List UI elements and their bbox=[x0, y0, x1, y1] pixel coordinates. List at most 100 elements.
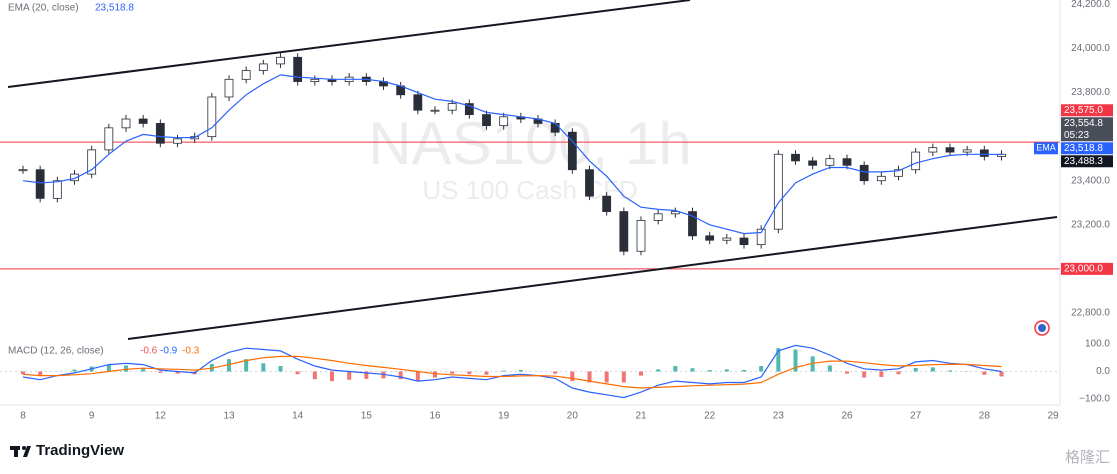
macd-histogram-bar bbox=[896, 371, 901, 375]
x-tick-label: 13 bbox=[223, 411, 235, 422]
ema-line bbox=[22, 74, 1002, 235]
macd-histogram-bar bbox=[930, 367, 935, 372]
macd-histogram-bar bbox=[261, 363, 266, 372]
price-tag bbox=[1061, 104, 1113, 117]
x-tick-label: 20 bbox=[567, 411, 579, 422]
candle bbox=[825, 158, 835, 166]
macd-histogram-bar bbox=[244, 359, 249, 372]
macd-histogram-bar bbox=[827, 365, 832, 372]
signal-line bbox=[22, 355, 1002, 389]
x-tick-label: 21 bbox=[635, 411, 647, 422]
x-tick-label: 14 bbox=[292, 411, 304, 422]
x-tick-label: 15 bbox=[361, 411, 373, 422]
candle bbox=[962, 149, 972, 153]
candle bbox=[87, 149, 97, 175]
macd-label: MACD (12, 26, close) bbox=[8, 346, 104, 357]
macd-histogram-bar bbox=[621, 371, 626, 383]
macd-histogram-bar bbox=[570, 371, 575, 382]
x-tick-label: 9 bbox=[89, 411, 95, 422]
y-tick-label: 23,400.0 bbox=[1071, 175, 1110, 186]
candle bbox=[928, 147, 938, 153]
brand: TradingView bbox=[36, 442, 124, 459]
macd-histogram-bar bbox=[364, 371, 369, 379]
trend-line bbox=[7, 0, 691, 88]
macd-histogram-bar bbox=[690, 368, 695, 372]
candle bbox=[121, 118, 131, 129]
price-tag-label: 23,575.0 bbox=[1064, 105, 1103, 116]
macd-histogram-bar bbox=[879, 371, 884, 377]
macd-histogram-bar bbox=[553, 371, 558, 374]
x-tick-label: 19 bbox=[498, 411, 510, 422]
candle bbox=[104, 127, 114, 151]
macd-histogram-bar bbox=[793, 349, 798, 372]
candle bbox=[207, 96, 217, 138]
candle bbox=[276, 56, 285, 65]
macd-histogram-bar bbox=[227, 359, 231, 372]
logo bbox=[10, 446, 31, 457]
price-tag-badge-label: EMA bbox=[1036, 143, 1056, 153]
candle bbox=[653, 213, 663, 221]
candle bbox=[310, 78, 320, 82]
candle bbox=[859, 164, 869, 182]
candle bbox=[945, 147, 955, 153]
indicator-value: 23,518.8 bbox=[95, 3, 134, 14]
macd-histogram-bar bbox=[312, 371, 317, 380]
macd-histogram-bar bbox=[158, 371, 163, 373]
candle bbox=[756, 228, 766, 246]
candle bbox=[876, 175, 886, 182]
x-tick-label: 22 bbox=[704, 411, 716, 422]
macd-histogram-bar bbox=[982, 371, 987, 375]
macd-histogram-bar bbox=[381, 371, 386, 379]
macd-histogram-bar bbox=[398, 371, 403, 380]
candle bbox=[670, 211, 680, 215]
candle bbox=[482, 114, 491, 127]
macd-legend-value: -0.9 bbox=[160, 346, 178, 357]
macd-tick-label: 0.0 bbox=[1096, 366, 1110, 377]
macd-histogram-bar bbox=[707, 370, 712, 372]
macd-histogram-bar bbox=[347, 371, 352, 380]
price-tag-label: 23,000.0 bbox=[1064, 264, 1103, 275]
macd-histogram-bar bbox=[759, 366, 764, 372]
candle bbox=[138, 118, 148, 124]
macd-line bbox=[22, 344, 1002, 399]
y-tick-label: 24,000.0 bbox=[1071, 43, 1110, 54]
macd-histogram-bar bbox=[518, 369, 523, 372]
y-tick-label: 22,800.0 bbox=[1071, 308, 1110, 319]
macd-histogram-bar bbox=[587, 371, 592, 383]
candle bbox=[722, 237, 732, 241]
macd-histogram-bar bbox=[72, 369, 77, 372]
x-tick-label: 28 bbox=[979, 411, 991, 422]
candle bbox=[258, 63, 268, 71]
y-tick-label: 24,200.0 bbox=[1071, 0, 1110, 10]
candle bbox=[808, 160, 818, 166]
macd-histogram-bar bbox=[141, 367, 146, 372]
candle bbox=[688, 211, 697, 237]
x-tick-label: 27 bbox=[910, 411, 922, 422]
candle bbox=[550, 123, 560, 133]
macd-histogram-bar bbox=[467, 371, 472, 375]
macd-histogram-bar bbox=[604, 371, 609, 383]
candle bbox=[447, 103, 457, 111]
x-tick-label: 23 bbox=[773, 411, 785, 422]
macd-legend-value: -0.3 bbox=[182, 346, 200, 357]
candle bbox=[224, 78, 234, 98]
macd-histogram-bar bbox=[21, 371, 25, 375]
y-tick-label: 23,800.0 bbox=[1071, 87, 1110, 98]
macd-histogram-bar bbox=[999, 371, 1004, 377]
macd-histogram-bar bbox=[913, 367, 918, 372]
watermark-subtitle: US 100 Cash CFD bbox=[422, 175, 637, 205]
x-tick-label: 26 bbox=[841, 411, 853, 422]
x-tick-label: 16 bbox=[429, 411, 441, 422]
macd-histogram-bar bbox=[106, 364, 111, 372]
candle bbox=[636, 219, 646, 252]
price-tag-label: 23,488.3 bbox=[1064, 156, 1103, 167]
price-tag-sublabel: 05:23 bbox=[1064, 130, 1089, 141]
candle bbox=[464, 103, 474, 116]
macd-histogram-bar bbox=[845, 371, 849, 374]
candle bbox=[499, 116, 509, 127]
macd-histogram-bar bbox=[278, 366, 283, 372]
macd-histogram-bar bbox=[673, 366, 678, 372]
candle bbox=[413, 94, 423, 111]
candle bbox=[567, 131, 577, 171]
